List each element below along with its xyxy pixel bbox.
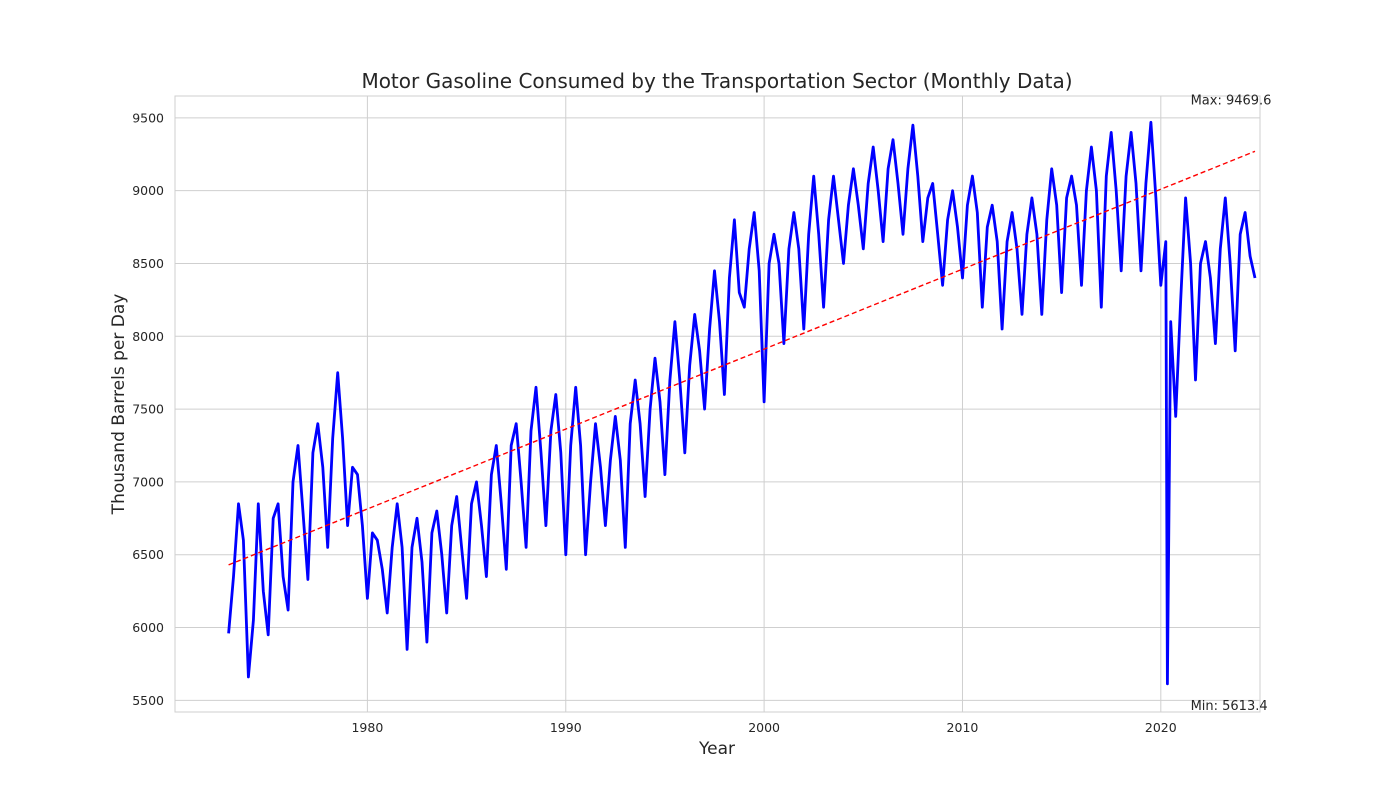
y-tick-label: 8500	[132, 256, 164, 271]
y-tick-label: 5500	[132, 693, 164, 708]
y-axis-label: Thousand Barrels per Day	[109, 294, 129, 516]
y-tick-label: 9000	[132, 183, 164, 198]
y-tick-label: 7000	[132, 474, 164, 489]
x-tick-label: 2000	[748, 720, 780, 735]
series-layer	[227, 120, 1257, 686]
x-tick-label: 2020	[1145, 720, 1177, 735]
plot-background	[175, 96, 1260, 712]
annotations: Max: 9469.6 Min: 5613.4	[1191, 93, 1272, 714]
y-tick-label: 8000	[132, 329, 164, 344]
y-tick-label: 9500	[132, 110, 164, 125]
max-annotation: Max: 9469.6	[1191, 93, 1272, 108]
x-tick-label: 2010	[947, 720, 979, 735]
y-tick-label: 6000	[132, 620, 164, 635]
tick-labels: 1980 1990 2000 2010 2020 5500 6000 6500 7000 7500…	[132, 110, 1177, 735]
min-annotation: Min: 5613.4	[1191, 699, 1268, 714]
x-tick-label: 1990	[550, 720, 582, 735]
plot-frame	[174, 95, 1261, 713]
consumption-line	[227, 120, 1257, 686]
grid	[175, 96, 1260, 712]
y-tick-label: 6500	[132, 547, 164, 562]
trend-line	[228, 150, 1256, 566]
chart-title: Motor Gasoline Consumed by the Transport…	[361, 69, 1072, 93]
x-axis-label: Year	[698, 739, 735, 759]
y-tick-label: 7500	[132, 402, 164, 417]
x-tick-label: 1980	[351, 720, 383, 735]
